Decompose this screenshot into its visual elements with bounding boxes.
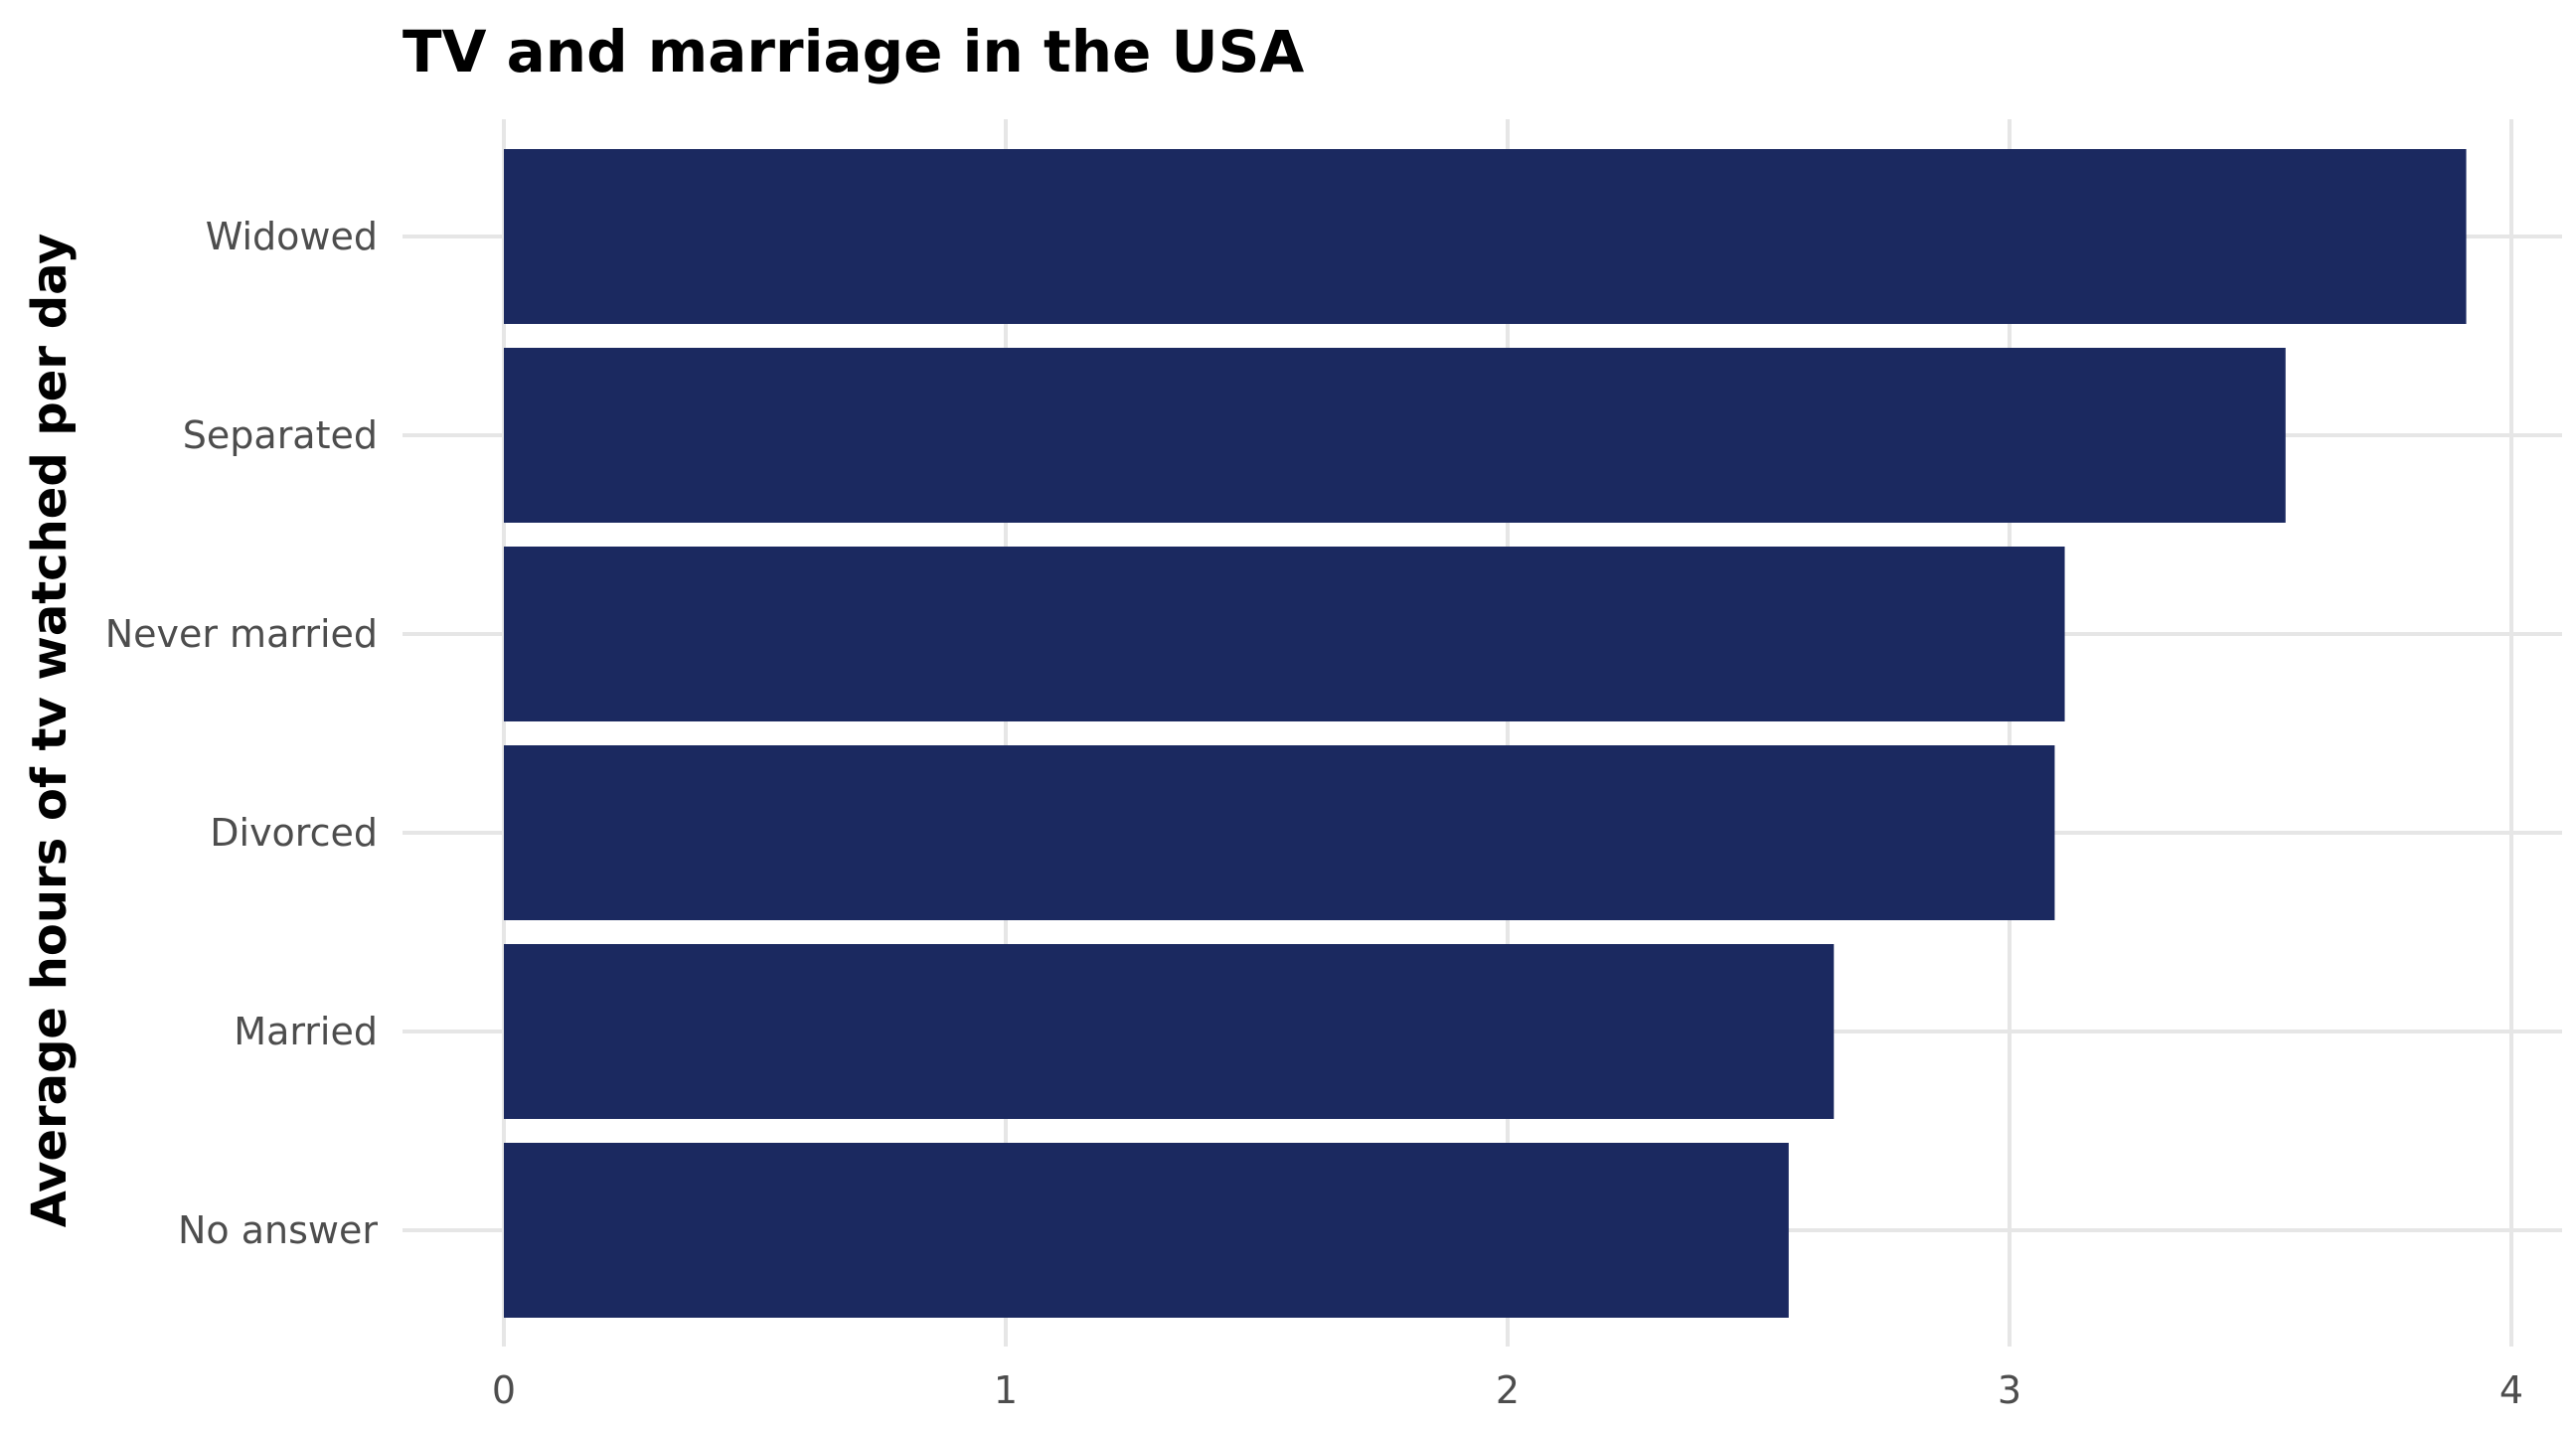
y-tick-label: Separated bbox=[183, 413, 378, 457]
bar-never-married bbox=[504, 547, 2065, 721]
x-tick-label: 3 bbox=[1998, 1368, 2021, 1412]
bars bbox=[504, 149, 2467, 1318]
y-tick-label: No answer bbox=[178, 1208, 378, 1252]
y-axis-title: Average hours of tv watched per day bbox=[22, 234, 78, 1228]
y-tick-labels: Widowed Separated Never married Divorced Mar… bbox=[105, 215, 379, 1252]
x-tick-label: 1 bbox=[994, 1368, 1018, 1412]
bar-married bbox=[504, 944, 1835, 1119]
bar-separated bbox=[504, 348, 2286, 523]
y-tick-label: Widowed bbox=[206, 215, 378, 258]
y-tick-label: Divorced bbox=[210, 811, 378, 855]
y-tick-label: Never married bbox=[105, 612, 378, 656]
bar-no-answer bbox=[504, 1143, 1789, 1318]
x-tick-label: 0 bbox=[492, 1368, 516, 1412]
x-tick-label: 4 bbox=[2499, 1368, 2523, 1412]
bar-widowed bbox=[504, 149, 2467, 324]
x-tick-labels: 0 1 2 3 4 bbox=[492, 1368, 2523, 1412]
bar-divorced bbox=[504, 745, 2055, 920]
chart-title: TV and marriage in the USA bbox=[402, 18, 1304, 85]
y-tick-label: Married bbox=[234, 1010, 378, 1053]
x-tick-label: 2 bbox=[1496, 1368, 1520, 1412]
